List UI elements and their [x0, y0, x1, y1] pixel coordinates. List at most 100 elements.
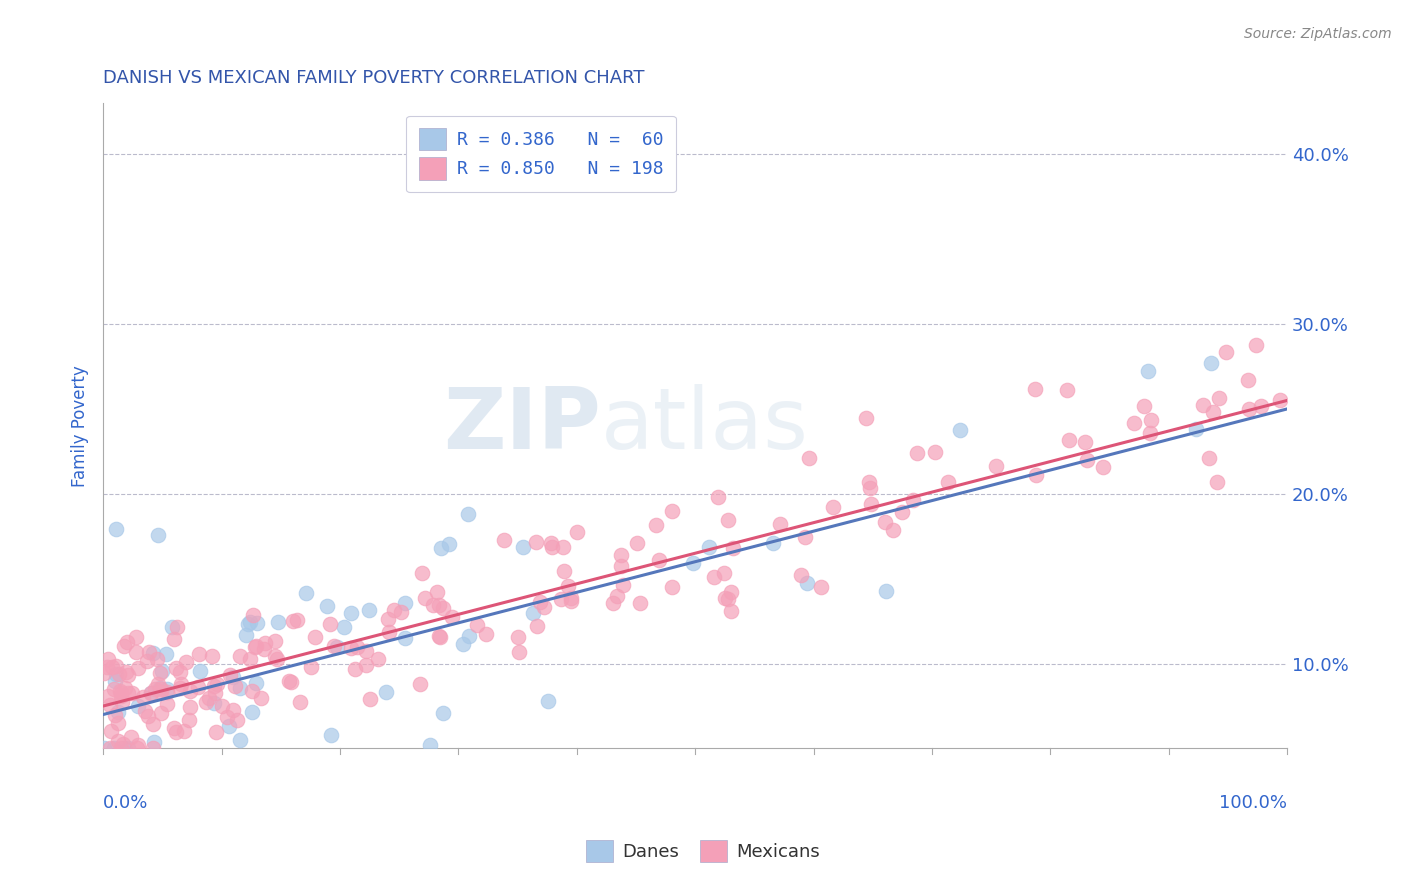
Point — [229, 681, 252, 695]
Point — [125, 644, 148, 658]
Text: Source: ZipAtlas.com: Source: ZipAtlas.com — [1244, 27, 1392, 41]
Point — [1202, 405, 1225, 419]
Point — [374, 685, 396, 699]
Point — [1244, 338, 1267, 352]
Point — [1268, 393, 1291, 408]
Point — [494, 533, 516, 548]
Point — [148, 677, 170, 691]
Point — [716, 513, 738, 527]
Point — [769, 517, 792, 532]
Point — [541, 540, 564, 554]
Legend: Danes, Mexicans: Danes, Mexicans — [578, 833, 828, 870]
Point — [236, 617, 259, 632]
Point — [367, 651, 389, 665]
Point — [105, 667, 128, 681]
Point — [427, 630, 450, 644]
Point — [359, 691, 381, 706]
Point — [602, 597, 624, 611]
Point — [117, 667, 139, 681]
Point — [427, 598, 450, 612]
Point — [1237, 402, 1260, 417]
Point — [283, 614, 305, 628]
Point — [155, 647, 177, 661]
Point — [860, 497, 883, 511]
Point — [553, 540, 575, 554]
Point — [823, 500, 845, 514]
Point — [394, 596, 416, 610]
Point — [512, 540, 534, 554]
Point — [354, 657, 377, 672]
Point — [110, 686, 132, 700]
Point — [266, 652, 288, 666]
Point — [179, 684, 201, 698]
Point — [245, 676, 267, 690]
Point — [411, 566, 433, 580]
Point — [150, 706, 173, 721]
Point — [762, 536, 785, 550]
Point — [174, 655, 197, 669]
Point — [127, 661, 149, 675]
Point — [179, 700, 201, 714]
Point — [108, 683, 131, 698]
Point — [859, 482, 882, 496]
Point — [170, 677, 193, 691]
Point — [453, 637, 475, 651]
Point — [717, 591, 740, 606]
Point — [560, 594, 582, 608]
Point — [565, 524, 588, 539]
Point — [437, 537, 460, 551]
Point — [104, 708, 127, 723]
Point — [156, 681, 179, 696]
Point — [553, 564, 575, 578]
Point — [432, 706, 454, 720]
Point — [252, 641, 274, 656]
Point — [661, 504, 683, 518]
Point — [150, 685, 173, 699]
Point — [628, 596, 651, 610]
Point — [142, 646, 165, 660]
Point — [924, 445, 946, 459]
Point — [145, 681, 167, 696]
Point — [194, 696, 217, 710]
Point — [315, 599, 337, 613]
Point — [522, 607, 544, 621]
Point — [1123, 416, 1146, 430]
Point — [187, 680, 209, 694]
Point — [165, 661, 187, 675]
Point — [1215, 345, 1237, 359]
Point — [121, 686, 143, 700]
Point — [609, 548, 631, 562]
Point — [148, 666, 170, 681]
Point — [949, 423, 972, 437]
Point — [529, 595, 551, 609]
Point — [1237, 373, 1260, 387]
Point — [413, 591, 436, 606]
Point — [1139, 426, 1161, 441]
Point — [225, 713, 247, 727]
Point — [612, 578, 634, 592]
Point — [810, 580, 832, 594]
Point — [855, 411, 877, 425]
Point — [156, 685, 179, 699]
Point — [389, 605, 412, 619]
Point — [263, 648, 285, 663]
Point — [682, 556, 704, 570]
Point — [1192, 398, 1215, 412]
Point — [713, 566, 735, 581]
Point — [166, 620, 188, 634]
Point — [138, 645, 160, 659]
Point — [1140, 413, 1163, 427]
Point — [1025, 468, 1047, 483]
Point — [905, 446, 928, 460]
Point — [112, 639, 135, 653]
Point — [163, 721, 186, 735]
Point — [245, 640, 267, 654]
Point — [188, 664, 211, 678]
Point — [169, 681, 191, 695]
Point — [204, 686, 226, 700]
Point — [264, 634, 287, 648]
Point — [100, 723, 122, 738]
Point — [115, 665, 138, 680]
Point — [707, 490, 730, 504]
Point — [430, 541, 453, 555]
